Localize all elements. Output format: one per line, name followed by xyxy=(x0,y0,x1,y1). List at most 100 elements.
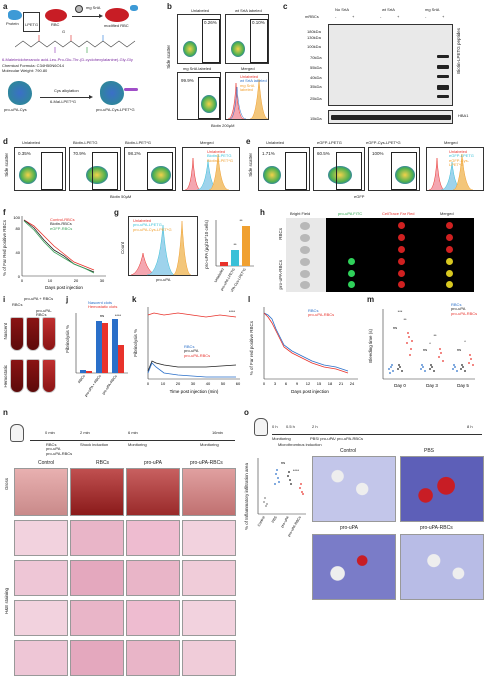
b-flow-wt: 0.10% xyxy=(225,14,269,64)
l-xtick-5: 15 xyxy=(317,381,322,386)
merged-cell xyxy=(446,281,453,288)
m-dot-plot: *** ** ns ** * ns * ns Day 0 Day 3 Day 5 xyxy=(382,309,475,388)
k-xtick-2: 20 xyxy=(176,381,181,386)
panel-k: k Fibrinolysis % **** 0 10 20 30 40 50 6… xyxy=(130,295,245,405)
o-cat-2: pro-uPA xyxy=(280,515,290,528)
m-dots-pro-upa-rbcs-day0 xyxy=(406,332,413,356)
o-dot-plot: ns **** Control PBS pro-uPA pro-uPA-RBCs xyxy=(257,458,306,537)
chemical-formula: Chemical Formula: C34H50N6O14 xyxy=(2,63,65,68)
b-xlabel: Biotin 200µM xyxy=(211,123,235,128)
m-day-1: Day 3 xyxy=(426,383,438,388)
c-sign-5: + xyxy=(442,14,445,19)
o-time-3: 8 h xyxy=(467,424,473,429)
d-xlabel: Biotin 50µM xyxy=(110,194,132,199)
c-hba1-label: HBA1 xyxy=(458,113,469,118)
merged-cell xyxy=(446,246,453,253)
c-marker-35: 35kDa xyxy=(310,84,322,89)
panel-label-f: f xyxy=(3,208,6,217)
molecule-structure-icon xyxy=(15,35,136,53)
o-cat-0: Control xyxy=(257,515,266,527)
d-title-2: Biotin-LPET*G xyxy=(125,140,152,145)
bar-hemostatic-pro-upa-plus-rbcs xyxy=(102,323,108,373)
bar-nascent-pro-upa-plus-rbcs xyxy=(96,321,102,373)
bf-cell xyxy=(300,222,310,230)
o-sig-0: ns xyxy=(281,460,285,465)
f-legend: Control-RBCs Biotin-RBCs eGFP-RBCs xyxy=(50,217,75,231)
gate xyxy=(41,152,63,190)
b-histogram-merged: Unlabeled wt SrtA labeled mg SrtA labele… xyxy=(225,72,269,120)
cell-cloud xyxy=(328,166,352,184)
m-dots-pro-upa-rbcs-day3 xyxy=(438,348,444,362)
d-flow-lpetg: 70.9% xyxy=(69,147,121,191)
fitc-cell xyxy=(348,270,355,277)
e-title-2: eGFP-Cys-LPET*G xyxy=(366,140,401,145)
mouse-icon xyxy=(10,424,24,442)
merged-cell xyxy=(446,222,453,229)
panel-label-e: e xyxy=(246,137,251,146)
e-title-0: Unlabeled xyxy=(266,140,285,145)
c-sign-4: - xyxy=(425,14,427,19)
arrow-right-icon xyxy=(72,16,100,17)
g-bar-ylabel: pro-uPA (µg/10^10 cells) xyxy=(204,220,209,269)
g-bar-chart: ** ** Unlabeled pro-uPA-LPETG pro-uPA-Cy… xyxy=(214,218,254,292)
farred-cell xyxy=(398,281,405,288)
l-xtick-2: 6 xyxy=(285,381,288,386)
m-dots-rbcs-day5 xyxy=(452,364,458,372)
panel-h: h Bright Field pro-uPA FITC CellTrace Fa… xyxy=(260,208,487,292)
g-cat-0: Unlabeled xyxy=(214,267,225,283)
f-ylabel: % of Far Red positive RBCs xyxy=(2,220,7,277)
l-xtick-7: 21 xyxy=(339,381,344,386)
k-xtick-0: 0 xyxy=(147,381,150,386)
panel-e: e Side scatter Unlabeled eGFP-LPETG eGFP… xyxy=(244,137,487,205)
pro-upa-cys-structure-icon xyxy=(8,81,32,105)
g-histogram-svg xyxy=(130,220,192,276)
panel-i: i RBCs pro-uPA + RBCs pro-uPA-RBCs Nasce… xyxy=(0,295,62,405)
c-blot-main xyxy=(328,24,453,106)
he-pro-upa-rbcs-1 xyxy=(182,520,236,556)
c-group-0: No SrtA xyxy=(335,7,350,12)
f-line-chart: 0 40 80 100 0 10 20 30 Days post injecti… xyxy=(13,215,106,290)
tube-hemostatic-rbcs xyxy=(10,359,24,393)
l-line-chart: 0 3 6 9 12 15 18 21 24 Days post injecti… xyxy=(263,307,358,394)
m-sig-5: ns xyxy=(423,347,427,352)
j-cat-1: pro-uPA + RBCs xyxy=(84,374,102,397)
g-sig-0: ** xyxy=(233,242,237,247)
m-day-2: Day 5 xyxy=(457,383,469,388)
he-control-3 xyxy=(14,600,68,636)
m-dots-pro-upa-day5 xyxy=(460,364,466,372)
o-dots-pbs xyxy=(274,469,280,485)
i-col-0: RBCs xyxy=(12,302,23,307)
he-rbcs-2 xyxy=(70,560,124,596)
o-step-1: PBS/ pro-uPA/ pro-uPA-RBCs xyxy=(310,436,363,441)
h-col-0: Bright Field xyxy=(290,211,311,216)
l-xtick-0: 0 xyxy=(263,381,266,386)
j-sig-0: ns xyxy=(100,313,104,318)
panel-d: d Side scatter Unlabeled Biotin-LPETG Bi… xyxy=(0,137,243,205)
n-time-0: 0 min xyxy=(45,430,55,435)
n-time-1: 2 min xyxy=(80,430,90,435)
c-sign-3: + xyxy=(397,14,400,19)
e-flow-egfp-cys: 100% xyxy=(368,147,420,191)
gross-rbcs xyxy=(70,468,124,516)
cell-cloud xyxy=(395,166,415,184)
attached-protein-icon xyxy=(130,5,138,11)
d-flow-unlabeled: 0.35% xyxy=(14,147,66,191)
gross-pro-upa xyxy=(126,468,180,516)
he-pro-upa-rbcs-2 xyxy=(182,560,236,596)
c-right-label: Biotin-LPETG peptides xyxy=(456,28,461,74)
merged-cell xyxy=(446,270,453,277)
tube-hemostatic-pro-upa-rbcs xyxy=(42,359,56,393)
d-histogram-merged: Unlabeled Biotin-LPETG Biotin-LPET*G xyxy=(182,147,240,191)
farred-cell xyxy=(398,258,405,265)
l-xtick-3: 9 xyxy=(296,381,299,386)
srta-circle-icon xyxy=(75,5,83,13)
e-legend: Unlabeled eGFP-LPETG eGFP-Cys-LPET*G xyxy=(449,149,474,168)
pro-upa-cys-lpetg-structure-icon xyxy=(100,81,124,105)
o-time-0: 0 h xyxy=(272,424,278,429)
d-percent-0: 0.35% xyxy=(18,151,31,156)
panel-label-i: i xyxy=(3,295,6,304)
f-xtick-2: 20 xyxy=(74,278,79,283)
m-legend: RBCs pro-uPA pro-uPA-RBCs xyxy=(451,302,478,316)
f-ytick-4: 80 xyxy=(16,226,21,231)
cell-cloud xyxy=(263,166,281,184)
